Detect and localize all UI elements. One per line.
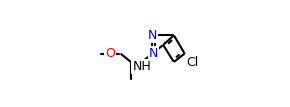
Text: Cl: Cl (186, 56, 198, 69)
Text: N: N (149, 47, 158, 60)
Text: NH: NH (133, 60, 151, 73)
Text: N: N (148, 29, 157, 42)
Text: O: O (105, 47, 115, 60)
